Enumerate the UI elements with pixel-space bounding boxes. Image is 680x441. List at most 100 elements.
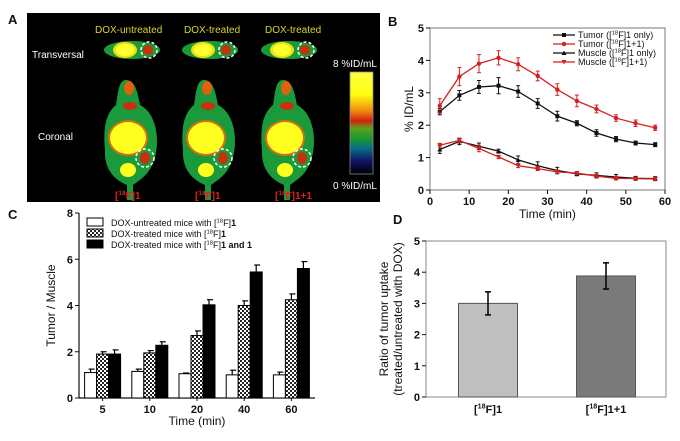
coronal-tumor xyxy=(297,152,307,164)
legend-swatch xyxy=(86,228,104,238)
superscript: 18 xyxy=(615,48,622,54)
data-point xyxy=(457,74,462,79)
bar xyxy=(178,373,192,399)
data-point xyxy=(561,50,567,55)
series-line xyxy=(439,140,656,180)
superscript: 18 xyxy=(589,403,597,411)
coronal-organ xyxy=(188,122,224,154)
data-point xyxy=(476,61,482,66)
y-tick-label: 5 xyxy=(414,236,420,248)
x-tick-label: [18F]1+1 xyxy=(586,403,627,416)
colorbar xyxy=(349,71,374,175)
label-part: F]1 only) xyxy=(621,48,656,58)
bottom-label-2: [18F]1 xyxy=(195,190,221,202)
x-tick-label: 20 xyxy=(191,404,203,416)
series-line xyxy=(439,139,656,180)
row-label-transversal: Transversal xyxy=(32,50,84,61)
legend-label: Tumor ([18F]1 only) xyxy=(578,30,653,40)
data-point xyxy=(515,62,521,67)
coronal-head xyxy=(281,81,291,95)
bar xyxy=(249,271,263,399)
coronal-bladder xyxy=(277,163,293,177)
plot-frame xyxy=(425,240,667,398)
label-part: [ xyxy=(195,191,199,202)
transversal-tumor xyxy=(143,45,153,55)
data-point xyxy=(574,121,579,126)
data-point xyxy=(496,148,502,154)
coronal-bladder xyxy=(198,163,214,177)
data-point xyxy=(613,115,619,121)
data-point xyxy=(594,130,599,135)
superscript: 18 xyxy=(207,229,214,235)
superscript: 18 xyxy=(207,240,214,246)
x-axis-title: Time (min) xyxy=(519,207,576,221)
bar xyxy=(96,353,110,399)
bar xyxy=(190,335,204,399)
y-tick-label: 0 xyxy=(418,185,424,197)
y-tick-label: 1 xyxy=(414,361,420,373)
data-point xyxy=(437,147,443,152)
coronal-neck xyxy=(201,102,215,110)
tumor-circle xyxy=(140,41,158,59)
label-part: [ xyxy=(586,404,590,416)
bar xyxy=(576,275,636,398)
x-tick-label: 10 xyxy=(463,196,475,208)
coronal-organ xyxy=(267,122,303,154)
mouse-scan-1 xyxy=(104,41,160,200)
legend-label: DOX-treated mice with [18F]1 and 1 xyxy=(111,240,252,250)
colorbar-min-label: 0 %ID/mL xyxy=(333,181,377,192)
y-tick-label: 1 xyxy=(418,153,424,165)
x-tick-label: 20 xyxy=(502,196,514,208)
coronal-neck xyxy=(280,102,294,110)
coronal-head xyxy=(202,81,212,95)
transversal-organ-core xyxy=(194,44,212,56)
label-part: F]1 xyxy=(126,191,141,202)
bar xyxy=(143,352,157,399)
legend-swatch xyxy=(86,239,104,249)
superscript: 18 xyxy=(615,57,622,63)
column-header-2: DOX-treated xyxy=(184,25,240,36)
coronal-head xyxy=(124,81,134,95)
label-part: F] xyxy=(223,218,231,228)
data-point xyxy=(535,101,540,106)
y-tick-label: 0 xyxy=(414,392,420,404)
label-part: [ xyxy=(115,191,119,202)
column-header-1: DOX-untreated xyxy=(95,25,162,36)
tumor-circle xyxy=(135,148,155,168)
superscript: 18 xyxy=(478,403,486,411)
series-3: Muscle ([18F]1 only) xyxy=(437,48,658,182)
legend-label: DOX-treated mice with [18F]1 xyxy=(111,229,226,239)
data-point xyxy=(562,33,566,37)
coronal-neck xyxy=(123,102,137,110)
bar xyxy=(131,370,145,399)
mouse-scan-2 xyxy=(182,41,238,200)
series-line xyxy=(439,57,656,129)
data-point xyxy=(561,60,567,65)
coronal-bladder xyxy=(120,163,136,177)
legend-swatch xyxy=(86,217,104,227)
label-part: Tumor ([ xyxy=(578,39,612,49)
mouse-scan-3 xyxy=(261,41,317,200)
data-point xyxy=(554,169,560,175)
bottom-label-1: [18F]1 xyxy=(115,190,141,202)
panel-label-a: A xyxy=(8,12,18,27)
series-1: Tumor ([18F]1 only) xyxy=(437,30,658,148)
y-tick-label: 4 xyxy=(67,301,74,313)
data-point xyxy=(653,125,658,130)
bar xyxy=(155,344,169,399)
y-tick-label: 0 xyxy=(67,393,73,405)
data-point xyxy=(561,41,567,47)
data-point xyxy=(574,171,580,176)
bar xyxy=(284,299,298,399)
data-point xyxy=(496,55,501,61)
superscript: 18 xyxy=(612,39,619,45)
data-point xyxy=(496,83,501,88)
label-part: 1 and 1 xyxy=(221,240,252,250)
y-tick-label: 2 xyxy=(67,347,73,359)
panel-c-bar-chart: C 0 2 4 6 8 5 10 20 40 60 DOX-untreated mice with … xyxy=(8,207,315,428)
label-part: 1 xyxy=(221,229,226,239)
label-part: F]1 only) xyxy=(618,30,653,40)
label-part: DOX-treated mice with [ xyxy=(111,229,207,239)
panel-label-d: D xyxy=(393,212,402,227)
